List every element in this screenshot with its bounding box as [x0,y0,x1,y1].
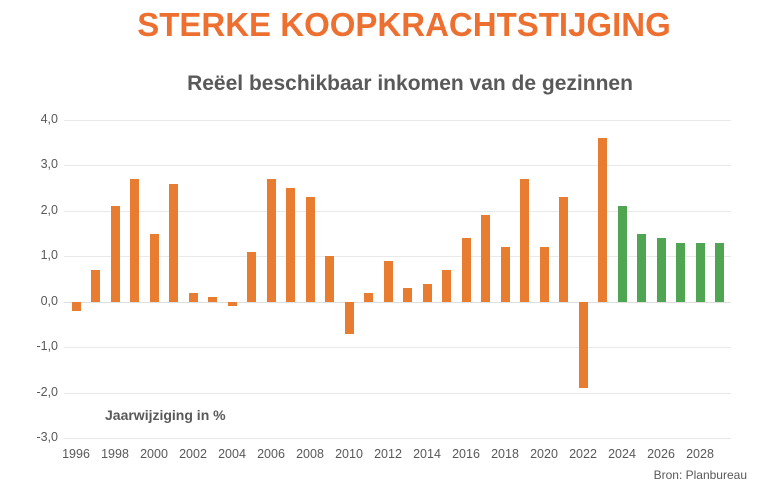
bar-1998 [110,206,120,302]
bar-2018 [500,247,510,302]
y-axis-tick-label: 4,0 [40,112,58,126]
x-axis-tick-label: 2006 [257,447,285,461]
y-axis-tick-label: 3,0 [40,157,58,172]
y-axis-tick-label: -3,0 [36,430,58,444]
gridline [64,392,731,394]
chart-title: Reëel beschikbaar inkomen van de gezinne… [187,72,633,95]
x-axis-tick-label: 2026 [647,447,675,461]
bar-2014 [422,283,432,302]
x-axis-tick-label: 2000 [140,447,168,461]
bar-2024 [617,206,627,302]
x-axis-tick-label: 2016 [452,447,480,461]
y-axis-tick-label: -2,0 [36,384,58,399]
x-axis-tick-label: 1996 [62,447,90,461]
x-axis-tick-label: 2010 [335,447,363,461]
bar-2016 [461,238,471,302]
x-axis-tick-label: 2004 [218,447,246,461]
y-axis-tick-label: 0,0 [40,293,58,308]
y-axis-tick-label: 1,0 [40,248,58,263]
bar-2017 [481,215,490,302]
bar-2029 [715,242,724,302]
bar-2023 [598,138,607,302]
bar-2008 [305,197,315,302]
bar-2002 [188,292,198,302]
x-axis-tick-label: 2014 [413,447,441,461]
bar-2001 [169,183,178,302]
y-axis-tick-label: -1,0 [36,339,58,354]
bar-1996 [71,301,81,311]
x-axis-tick-label: 2018 [491,447,519,461]
source-credit: Bron: Planbureau [653,468,747,482]
bar-2026 [656,238,666,302]
bar-2003 [208,297,217,302]
bar-2006 [266,179,276,302]
gridline [64,438,731,439]
bar-2012 [383,260,393,302]
plot-area [64,120,731,439]
gridline [64,347,731,349]
x-axis-tick-label: 2008 [296,447,324,461]
page-title: STERKE KOOPKRACHTSTIJGING [137,6,671,43]
bar-2015 [442,269,451,302]
bar-1997 [91,269,100,302]
x-axis-tick-label: 2012 [374,447,402,461]
bar-2010 [344,301,354,334]
x-axis-tick-label: 2020 [530,447,558,461]
bar-2007 [286,188,295,302]
gridline [64,256,731,258]
x-axis-tick-label: 2002 [179,447,207,461]
y-axis-tick-label: 2,0 [40,202,58,217]
bar-2009 [325,256,334,302]
bar-2004 [227,301,237,307]
x-axis-tick-label: 2028 [686,447,714,461]
bar-2000 [149,233,159,302]
unit-annotation: Jaarwijziging in % [105,407,226,423]
bar-2025 [637,233,646,302]
bar-2011 [364,292,373,302]
gridline [64,120,731,121]
x-axis-tick-label: 2024 [608,447,636,461]
bar-2005 [247,251,256,302]
x-axis-tick-label: 2022 [569,447,597,461]
gridline [64,210,731,212]
bar-2022 [578,301,588,389]
bar-2020 [539,247,549,302]
bar-2021 [559,197,568,302]
bar-2019 [520,179,529,302]
bar-2027 [676,242,685,302]
bar-2013 [403,288,412,302]
x-axis-tick-label: 1998 [101,447,129,461]
gridline [64,165,731,167]
zero-gridline [64,301,731,303]
bar-2028 [695,242,705,302]
bar-1999 [130,179,139,302]
